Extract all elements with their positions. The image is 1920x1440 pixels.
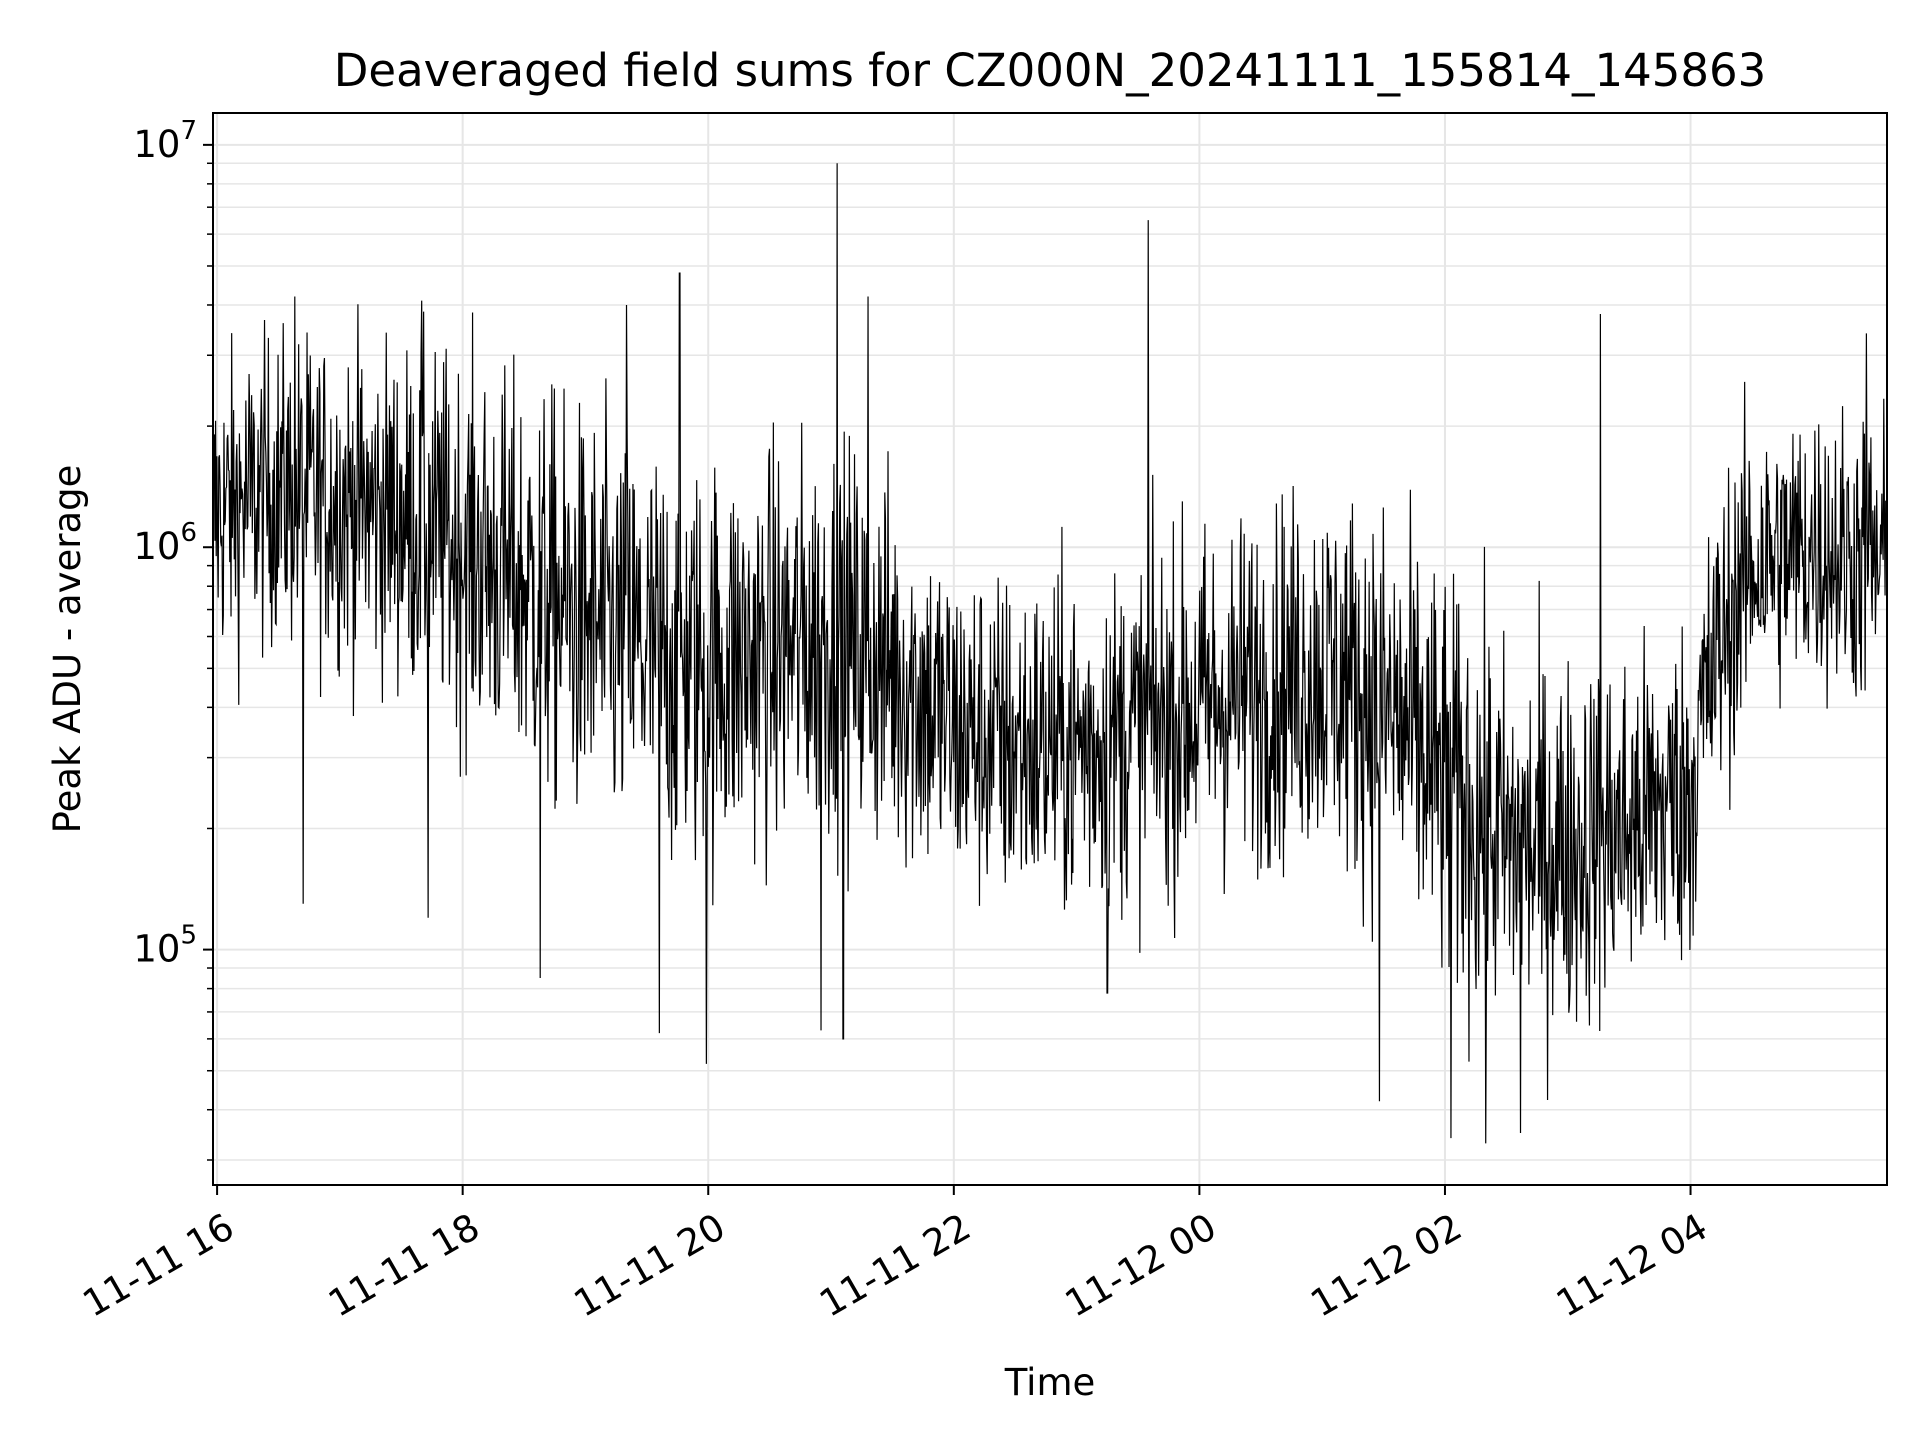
- series-line: [212, 163, 1888, 1144]
- series-path: [212, 163, 1888, 1144]
- y-tick-label: 105: [133, 921, 197, 971]
- grid-lines: [213, 113, 1887, 1185]
- y-tick-label: 106: [133, 518, 197, 568]
- y-axis-label: Peak ADU - average: [46, 465, 89, 834]
- y-tick-label: 107: [133, 116, 197, 166]
- plot-frame: [212, 112, 1888, 1186]
- x-axis-label: Time: [1004, 1361, 1096, 1404]
- y-axis-ticks: 105 106 107: [133, 116, 213, 1161]
- chart-title: Deaveraged field sums for CZ000N_2024111…: [334, 44, 1766, 97]
